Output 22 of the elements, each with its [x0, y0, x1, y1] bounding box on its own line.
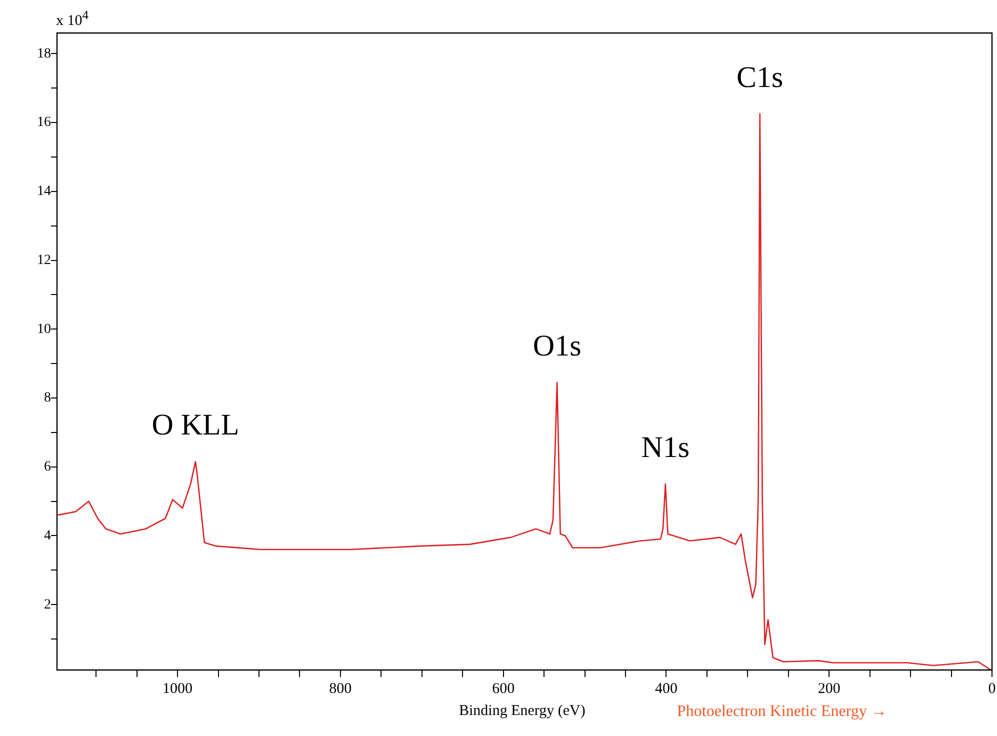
annotation: O KLL: [152, 408, 240, 442]
y-tick-label: 16: [37, 115, 51, 130]
annotation: O1s: [532, 329, 582, 362]
y-tick-label: 2: [44, 597, 51, 612]
x-tick-label: 1000: [162, 680, 193, 697]
x-tick-label: 200: [818, 680, 840, 697]
y-tick-label: 18: [37, 46, 51, 62]
y-tick-label: 4: [44, 528, 51, 544]
y-tick-label: 6: [44, 460, 51, 475]
y-tick-label: 12: [37, 252, 51, 268]
x-tick-label: 600: [492, 680, 515, 697]
y-tick-label: 8: [44, 390, 51, 406]
annotation: C1s: [736, 60, 784, 94]
x-axis-title: Binding Energy (eV): [459, 703, 586, 720]
text: Photoelectron Kinetic Energy →: [677, 703, 887, 721]
x-tick-label: 400: [654, 680, 678, 697]
y-axis-title: x 10$^{4}$: [56, 8, 88, 30]
annotation: N1s: [641, 430, 690, 464]
x-tick-label: 0: [988, 680, 996, 697]
x-tick-label: 800: [329, 680, 352, 697]
y-tick-label: 14: [37, 184, 51, 200]
y-tick-label: 10: [37, 322, 51, 337]
